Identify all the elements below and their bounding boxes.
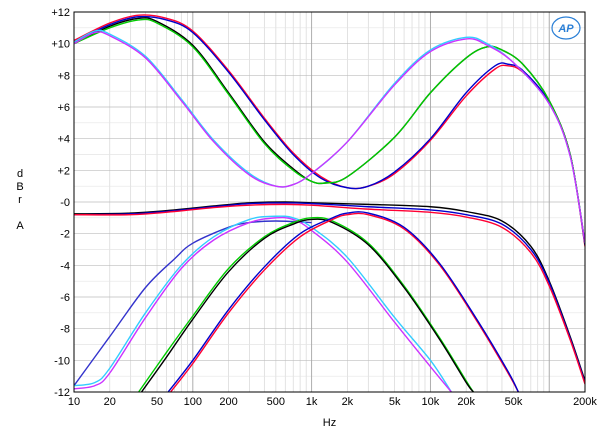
series-line-9 bbox=[74, 203, 585, 385]
x-tick-label: 50k bbox=[505, 396, 523, 408]
series-layer bbox=[74, 14, 585, 392]
ap-logo: AP bbox=[551, 16, 581, 40]
x-tick-label: 10k bbox=[422, 396, 440, 408]
x-tick-labels: 10 20 50 100 200 500 1k 2k 5k 10k 20k 50k 200k bbox=[68, 396, 598, 408]
ap-logo-text: AP bbox=[557, 23, 574, 35]
y-tick-label: -0 bbox=[60, 197, 70, 209]
x-tick-label: 100 bbox=[184, 396, 202, 408]
y-tick-label: +2 bbox=[57, 165, 70, 177]
y-tick-label: -6 bbox=[60, 292, 70, 304]
y-axis-label-letter: B bbox=[16, 181, 23, 193]
y-tick-label: +8 bbox=[57, 70, 70, 82]
series-line-6 bbox=[74, 31, 585, 244]
series-line-15 bbox=[170, 212, 520, 392]
y-tick-label: -2 bbox=[60, 229, 70, 241]
x-tick-label: 20k bbox=[457, 396, 475, 408]
y-axis-label: dBr A bbox=[16, 168, 24, 232]
series-line-11 bbox=[74, 215, 452, 392]
x-tick-label: 200 bbox=[219, 396, 237, 408]
series-line-14 bbox=[140, 218, 474, 392]
y-tick-label: -10 bbox=[54, 355, 70, 367]
y-tick-label: -4 bbox=[60, 260, 70, 272]
plot-frame bbox=[73, 11, 586, 393]
y-tick-label: -8 bbox=[60, 324, 70, 336]
series-line-2 bbox=[74, 15, 585, 245]
x-tick-label: 1k bbox=[306, 396, 318, 408]
x-tick-label: 500 bbox=[267, 396, 285, 408]
y-tick-label: +4 bbox=[57, 134, 70, 146]
y-tick-label: +12 bbox=[51, 7, 70, 19]
y-tick-labels: +12 +10 +8 +6 +4 +2 -0 -2 -4 -6 -8 -10 -12 bbox=[51, 7, 70, 399]
x-tick-label: 50 bbox=[151, 396, 163, 408]
series-line-10 bbox=[74, 220, 312, 387]
x-tick-label: 2k bbox=[342, 396, 354, 408]
series-line-12 bbox=[74, 216, 452, 392]
series-line-3 bbox=[74, 17, 585, 244]
series-line-4 bbox=[74, 18, 585, 244]
series-line-13 bbox=[138, 216, 474, 392]
y-tick-label: +6 bbox=[57, 102, 70, 114]
series-line-8 bbox=[74, 202, 585, 383]
y-axis-label-letter: r bbox=[18, 194, 22, 206]
x-tick-label: 200k bbox=[573, 396, 597, 408]
y-tick-label: +10 bbox=[51, 39, 70, 51]
y-tick-label: -12 bbox=[54, 387, 70, 399]
series-line-16 bbox=[167, 211, 520, 392]
x-tick-label: 10 bbox=[68, 396, 80, 408]
y-axis-label-letter: A bbox=[16, 220, 24, 232]
x-axis-label: Hz bbox=[323, 417, 336, 429]
y-axis-label-letter: d bbox=[17, 168, 23, 180]
series-line-7 bbox=[74, 201, 585, 382]
major-grid bbox=[192, 12, 550, 392]
minor-grid bbox=[73, 12, 586, 392]
x-tick-label: 20 bbox=[104, 396, 116, 408]
x-tick-label: 5k bbox=[389, 396, 401, 408]
